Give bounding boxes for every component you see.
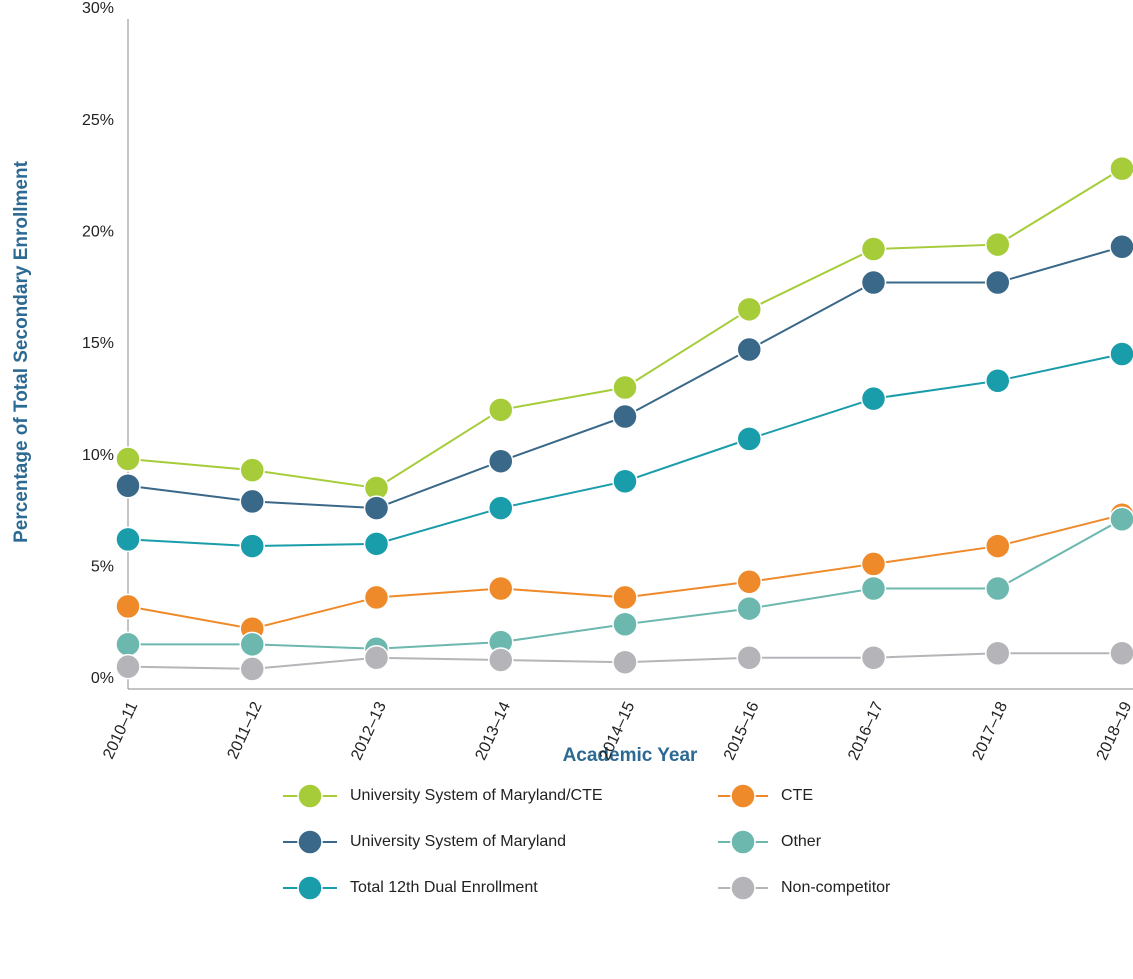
data-point [363, 531, 390, 557]
x-axis-title: Academic Year [563, 745, 698, 766]
y-tick-label: 5% [91, 559, 114, 576]
data-point [860, 269, 887, 296]
data-point [115, 473, 141, 499]
data-point [1109, 640, 1133, 667]
y-tick-label: 25% [82, 112, 114, 129]
data-point [239, 631, 265, 658]
y-tick-label: 0% [91, 670, 114, 687]
data-point [736, 644, 762, 671]
data-point [488, 448, 514, 474]
y-tick-label: 30% [82, 0, 114, 17]
legend-marker [730, 829, 756, 855]
data-point [860, 551, 887, 577]
series-line [127, 167, 1123, 490]
y-axis-title: Percentage of Total Secondary Enrollment [11, 160, 32, 543]
data-point [488, 575, 514, 602]
x-tick-label: 2016–17 [845, 699, 887, 763]
data-point [860, 385, 887, 412]
data-point [239, 656, 265, 682]
legend-marker [297, 783, 323, 809]
data-point [115, 446, 141, 472]
data-point [363, 644, 390, 671]
x-tick-label: 2018–19 [1094, 699, 1133, 763]
x-tick-label: 2013–14 [472, 699, 514, 763]
data-point [612, 468, 638, 495]
data-point [860, 575, 887, 602]
x-tick-label: 2010–11 [100, 699, 141, 762]
y-tick-label: 15% [82, 335, 114, 352]
data-point [985, 231, 1011, 258]
legend-marker [297, 875, 323, 901]
data-point [363, 584, 390, 611]
data-point [985, 368, 1011, 394]
data-point [488, 397, 514, 423]
data-point [115, 593, 141, 620]
data-point [363, 495, 390, 521]
legend-marker [730, 783, 756, 809]
data-point [860, 236, 887, 262]
data-point [985, 640, 1011, 667]
data-point [612, 374, 638, 401]
data-point [612, 403, 638, 430]
data-point [736, 569, 762, 595]
data-point [736, 595, 762, 622]
data-point [115, 526, 141, 553]
data-point [736, 296, 762, 323]
data-point [1109, 234, 1133, 260]
x-tick-label: 2017–18 [969, 699, 1011, 763]
data-point [239, 488, 265, 515]
legend-label: Total 12th Dual Enrollment [350, 879, 538, 896]
data-point [1109, 155, 1133, 182]
data-point [239, 533, 265, 559]
y-tick-label: 10% [82, 447, 114, 464]
data-point [736, 336, 762, 363]
legend-label: University System of Maryland [350, 833, 566, 850]
legend-label: Non-competitor [781, 879, 891, 896]
x-tick-label: 2015–16 [721, 699, 763, 763]
data-point [488, 647, 514, 673]
data-point [1109, 506, 1133, 533]
legend-marker [730, 875, 756, 901]
legend-label: CTE [781, 787, 813, 804]
legend-marker [297, 829, 323, 855]
data-point [115, 631, 141, 658]
data-point [612, 584, 638, 611]
data-point [985, 533, 1011, 559]
data-point [860, 644, 887, 671]
data-point [115, 653, 141, 680]
legend-label: University System of Maryland/CTE [350, 787, 603, 804]
legend-label: Other [781, 833, 822, 850]
data-point [736, 426, 762, 452]
data-point [239, 457, 265, 483]
y-tick-label: 20% [82, 224, 114, 241]
x-tick-label: 2012–13 [348, 699, 390, 763]
data-point [1109, 341, 1133, 367]
data-point [985, 269, 1011, 296]
x-tick-label: 2011–12 [224, 699, 265, 762]
data-point [612, 649, 638, 675]
data-point [488, 495, 514, 521]
data-point [985, 575, 1011, 602]
data-point [612, 611, 638, 637]
